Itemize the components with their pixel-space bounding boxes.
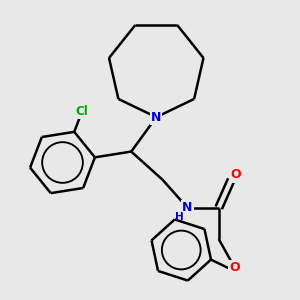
Text: H: H	[175, 212, 184, 222]
Text: O: O	[229, 261, 240, 274]
Text: N: N	[182, 201, 193, 214]
Text: N: N	[151, 111, 161, 124]
Text: Cl: Cl	[76, 105, 88, 118]
Text: O: O	[231, 169, 241, 182]
